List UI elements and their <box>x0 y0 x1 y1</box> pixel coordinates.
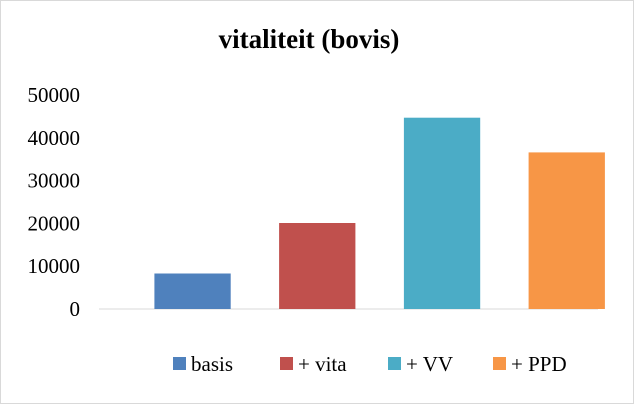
bars <box>154 117 605 309</box>
legend-swatch <box>388 357 401 370</box>
bar <box>154 273 231 309</box>
y-tick-label: 40000 <box>28 126 81 150</box>
y-tick-label: 20000 <box>28 211 81 235</box>
legend-swatch <box>280 357 293 370</box>
bar <box>528 152 605 309</box>
legend-swatch <box>493 357 506 370</box>
y-tick-label: 30000 <box>28 169 81 193</box>
chart-title: vitaliteit (bovis) <box>219 24 400 54</box>
y-tick-label: 10000 <box>28 254 81 278</box>
y-tick-label: 0 <box>70 297 81 321</box>
y-axis-tick-labels: 0 10000 20000 30000 40000 50000 <box>28 83 81 321</box>
bar <box>279 223 356 309</box>
legend-label: + PPD <box>511 352 567 376</box>
legend-label: + vita <box>298 352 347 376</box>
legend-label: + VV <box>406 352 453 376</box>
bar <box>403 117 481 309</box>
legend: basis + vita + VV + PPD <box>173 352 567 376</box>
y-tick-label: 50000 <box>28 83 81 107</box>
legend-label: basis <box>191 352 233 376</box>
legend-swatch <box>173 357 186 370</box>
